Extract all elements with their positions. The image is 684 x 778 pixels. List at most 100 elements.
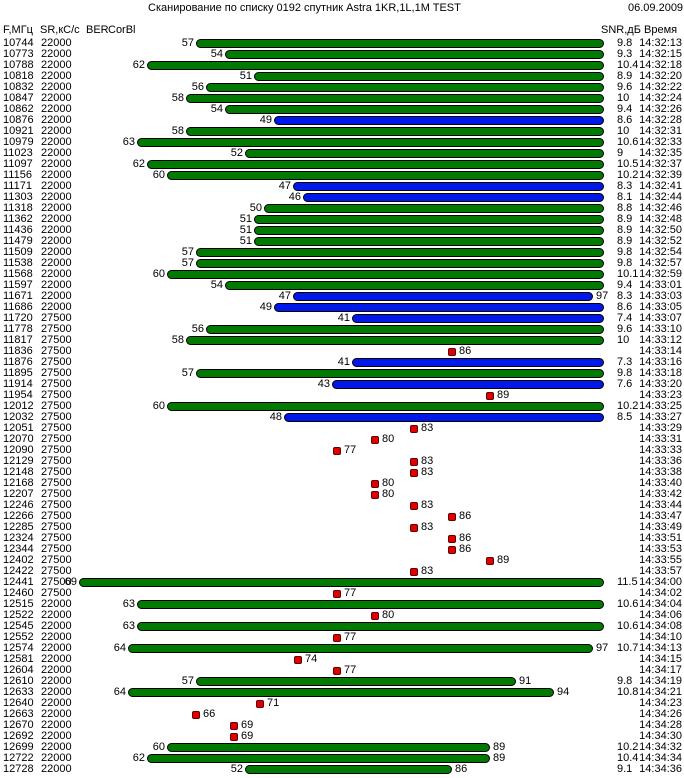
row-freq: 11568	[3, 268, 33, 280]
signal-level-value: 60	[152, 400, 165, 412]
row-sr: 22000	[41, 708, 72, 720]
signal-level-value: 60	[152, 268, 165, 280]
signal-level-value: 57	[181, 246, 194, 258]
row-sr: 22000	[41, 191, 72, 203]
quality-value: 89	[497, 389, 510, 401]
row-sr: 27500	[41, 532, 72, 544]
row-time: 14:32:57	[639, 257, 682, 269]
table-row: 11954 27500 89 14:33:23	[0, 390, 684, 401]
row-snr: 10.6	[617, 598, 639, 610]
row-time: 14:34:19	[639, 675, 682, 687]
row-sr: 27500	[41, 477, 72, 489]
signal-level-bar	[225, 281, 604, 290]
row-snr: 8.1	[617, 191, 633, 203]
row-freq: 11817	[3, 334, 33, 346]
row-time: 14:33:51	[639, 532, 682, 544]
table-row: 11686 22000 49 8.6 14:33:05	[0, 302, 684, 313]
row-freq: 11895	[3, 367, 33, 379]
table-row: 11509 22000 57 9.8 14:32:54	[0, 247, 684, 258]
signal-level-value: 63	[122, 136, 135, 148]
row-time: 14:34:26	[639, 708, 682, 720]
signal-level-bar	[196, 677, 516, 686]
row-time: 14:33:10	[639, 323, 682, 335]
table-row: 11479 22000 51 8.9 14:32:52	[0, 236, 684, 247]
row-sr: 22000	[41, 213, 72, 225]
row-freq: 12604	[3, 664, 34, 676]
signal-level-bar	[167, 743, 490, 752]
signal-level-value: 47	[278, 180, 291, 192]
signal-level-value: 46	[288, 191, 301, 203]
table-row: 11303 22000 46 8.1 14:32:44	[0, 192, 684, 203]
no-lock-marker	[371, 436, 379, 444]
table-row: 10979 22000 63 10.6 14:32:33	[0, 137, 684, 148]
row-sr: 22000	[41, 180, 72, 192]
no-lock-marker	[371, 491, 379, 499]
table-row: 11568 22000 60 10.1 14:32:59	[0, 269, 684, 280]
table-row: 12633 22000 64 94 10.8 14:34:21	[0, 687, 684, 698]
table-row: 12640 22000 71 14:34:23	[0, 698, 684, 709]
row-time: 14:32:48	[639, 213, 682, 225]
no-lock-marker	[230, 733, 238, 741]
row-time: 14:33:33	[639, 444, 682, 456]
column-header-sr: SR,кС/с	[40, 24, 80, 36]
row-sr: 22000	[41, 235, 72, 247]
no-lock-marker	[410, 524, 418, 532]
signal-level-bar	[264, 204, 604, 213]
row-freq: 12422	[3, 565, 34, 577]
no-lock-marker	[410, 425, 418, 433]
row-time: 14:32:41	[639, 180, 682, 192]
table-row: 11778 27500 56 9.6 14:33:10	[0, 324, 684, 335]
table-row: 10773 22000 54 9.3 14:32:15	[0, 49, 684, 60]
signal-level-value: 58	[171, 92, 184, 104]
row-sr: 27500	[41, 345, 72, 357]
row-freq: 11876	[3, 356, 33, 368]
row-time: 14:34:32	[639, 741, 682, 753]
table-row: 11362 22000 51 8.9 14:32:48	[0, 214, 684, 225]
table-row: 12344 27500 86 14:33:53	[0, 544, 684, 555]
row-sr: 22000	[41, 675, 72, 687]
signal-level-bar	[196, 39, 604, 48]
row-sr: 22000	[41, 125, 72, 137]
signal-level-value: 49	[259, 301, 272, 313]
row-freq: 10832	[3, 81, 34, 93]
signal-level-bar	[284, 413, 604, 422]
row-time: 14:34:08	[639, 620, 682, 632]
signal-level-bar	[196, 259, 604, 268]
row-sr: 27500	[41, 389, 72, 401]
no-lock-marker	[256, 700, 264, 708]
row-snr: 9.3	[617, 48, 633, 60]
table-row: 12574 22000 64 97 10.7 14:34:13	[0, 643, 684, 654]
row-snr: 8.6	[617, 114, 633, 126]
table-row: 10832 22000 56 9.6 14:32:22	[0, 82, 684, 93]
table-row: 11817 27500 58 10 14:33:12	[0, 335, 684, 346]
row-freq: 12032	[3, 411, 34, 423]
row-time: 14:32:26	[639, 103, 682, 115]
row-snr: 9.4	[617, 279, 633, 291]
quality-value: 69	[241, 719, 254, 731]
row-sr: 22000	[41, 664, 72, 676]
row-sr: 22000	[41, 620, 72, 632]
row-sr: 27500	[41, 400, 72, 412]
signal-level-value: 48	[269, 411, 282, 423]
row-snr: 11.5	[617, 576, 638, 588]
row-freq: 12285	[3, 521, 34, 533]
quality-value: 80	[382, 477, 395, 489]
row-sr: 22000	[41, 301, 72, 313]
row-snr: 9.8	[617, 37, 633, 49]
row-sr: 22000	[41, 730, 72, 742]
table-row: 11836 27500 86 14:33:14	[0, 346, 684, 357]
quality-value: 86	[459, 345, 472, 357]
row-sr: 27500	[41, 411, 72, 423]
table-row: 10847 22000 58 10 14:32:24	[0, 93, 684, 104]
row-time: 14:34:17	[639, 664, 682, 676]
row-time: 14:34:10	[639, 631, 682, 643]
scan-title: Сканирование по списку 0192 спутник Astr…	[148, 2, 461, 14]
row-freq: 12129	[3, 455, 34, 467]
table-row: 11895 27500 57 9.8 14:33:18	[0, 368, 684, 379]
row-time: 14:34:13	[639, 642, 682, 654]
row-sr: 22000	[41, 246, 72, 258]
row-time: 14:33:07	[639, 312, 682, 324]
row-sr: 22000	[41, 752, 72, 764]
signal-level-value: 52	[230, 147, 243, 159]
row-snr: 9.8	[617, 246, 633, 258]
